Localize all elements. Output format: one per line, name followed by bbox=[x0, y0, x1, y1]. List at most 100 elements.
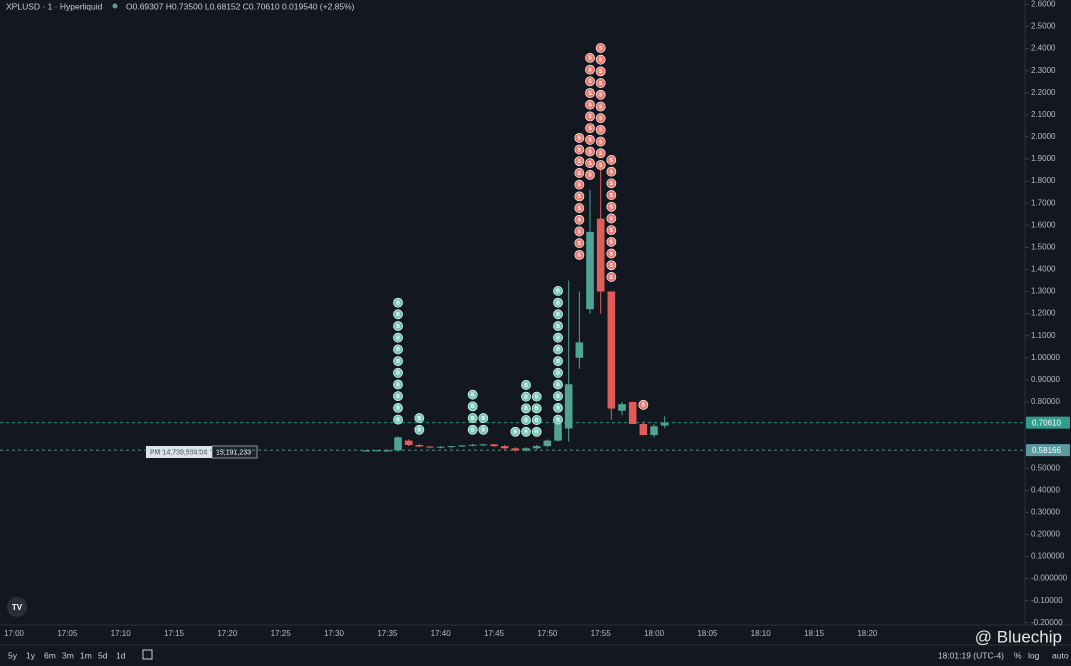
trade-marker bbox=[553, 414, 563, 425]
trade-marker bbox=[521, 403, 531, 414]
trade-marker-side: B bbox=[556, 347, 560, 353]
candle-body bbox=[372, 450, 381, 452]
trade-marker-side: B bbox=[396, 336, 400, 342]
trade-marker bbox=[393, 379, 403, 390]
candle-body bbox=[607, 291, 616, 409]
trade-marker-side: B bbox=[524, 394, 528, 400]
trade-marker bbox=[585, 99, 595, 110]
trade-marker-side: S bbox=[578, 218, 582, 224]
candle-body bbox=[383, 450, 392, 452]
trade-marker-side: B bbox=[535, 394, 539, 400]
trade-marker-side: S bbox=[610, 216, 614, 222]
trade-marker bbox=[606, 236, 617, 247]
trade-marker-side: S bbox=[588, 114, 592, 120]
trade-marker bbox=[606, 272, 617, 282]
symbol: XPLUSD · 1 · Hyperliquid bbox=[6, 1, 103, 11]
candle-body bbox=[628, 401, 637, 425]
trade-marker-side: B bbox=[396, 371, 400, 377]
range-button[interactable]: 6m bbox=[44, 650, 56, 660]
trade-marker-side: S bbox=[599, 46, 603, 52]
trade-marker-side: B bbox=[556, 300, 560, 306]
trade-marker-side: S bbox=[610, 158, 614, 164]
trade-marker bbox=[531, 415, 542, 425]
trade-marker bbox=[595, 43, 606, 53]
trade-marker-side: B bbox=[556, 359, 560, 365]
trade-marker-side: B bbox=[524, 430, 528, 436]
trade-marker-side: B bbox=[556, 336, 560, 342]
trade-marker bbox=[553, 356, 563, 367]
trade-marker bbox=[606, 260, 617, 271]
trade-marker bbox=[553, 286, 563, 296]
trade-marker bbox=[638, 399, 649, 410]
trade-marker-side: B bbox=[396, 347, 400, 353]
y-tick-label: 2.3000 bbox=[1031, 66, 1056, 75]
trade-marker-side: S bbox=[599, 81, 603, 87]
trade-marker-side: B bbox=[471, 428, 475, 434]
trade-marker bbox=[574, 156, 585, 167]
trade-marker-side: S bbox=[588, 149, 592, 155]
candle-body bbox=[447, 446, 456, 448]
y-tick-label: 0.40000 bbox=[1031, 485, 1060, 494]
x-tick-label: 17:00 bbox=[4, 629, 25, 638]
trade-marker bbox=[393, 344, 403, 355]
candle-body bbox=[543, 440, 552, 447]
y-tick-label: 0.100000 bbox=[1031, 552, 1065, 561]
trade-marker bbox=[553, 379, 563, 390]
range-button[interactable]: 1y bbox=[26, 650, 36, 660]
trade-marker-side: S bbox=[578, 159, 582, 165]
trade-marker-side: B bbox=[396, 300, 400, 306]
svg-text:TV: TV bbox=[12, 603, 23, 612]
trade-marker bbox=[393, 414, 403, 425]
trade-marker bbox=[553, 309, 563, 320]
range-button[interactable]: 1m bbox=[80, 650, 92, 660]
trade-marker bbox=[606, 213, 617, 224]
y-tick-label: 0.50000 bbox=[1031, 463, 1060, 472]
trade-marker-side: S bbox=[578, 253, 582, 259]
scale-option[interactable]: log bbox=[1028, 650, 1040, 660]
range-button[interactable]: 5y bbox=[8, 650, 18, 660]
trade-marker-side: S bbox=[610, 251, 614, 257]
scale-option[interactable]: % bbox=[1014, 650, 1022, 660]
trade-marker-side: B bbox=[396, 359, 400, 365]
trade-marker-side: B bbox=[514, 430, 518, 436]
trade-marker-side: S bbox=[599, 58, 603, 64]
price-label-box bbox=[1026, 416, 1070, 429]
trade-marker bbox=[393, 332, 403, 343]
candle-body bbox=[639, 424, 648, 436]
calendar-icon[interactable] bbox=[142, 649, 153, 660]
trade-marker bbox=[414, 413, 425, 423]
candle-body bbox=[415, 445, 424, 447]
trade-marker bbox=[595, 66, 606, 77]
trade-marker-side: S bbox=[599, 69, 603, 75]
trade-marker-side: B bbox=[524, 383, 528, 389]
candle-body bbox=[532, 446, 541, 449]
x-tick-label: 17:30 bbox=[324, 629, 345, 638]
order-label-right: 15,191,233 bbox=[216, 449, 251, 456]
y-tick-label: 1.00000 bbox=[1031, 353, 1060, 362]
trade-marker-side: B bbox=[482, 416, 486, 422]
trade-marker-side: B bbox=[396, 394, 400, 400]
candle-body bbox=[362, 450, 370, 452]
trade-marker-side: S bbox=[588, 161, 592, 167]
trade-marker bbox=[531, 403, 542, 414]
range-button[interactable]: 3m bbox=[62, 650, 74, 660]
trade-marker bbox=[606, 225, 617, 236]
range-button[interactable]: 5d bbox=[98, 650, 108, 660]
candle-body bbox=[458, 445, 466, 447]
trade-marker bbox=[393, 321, 403, 331]
trade-marker bbox=[585, 134, 595, 145]
trade-marker bbox=[595, 113, 606, 124]
scale-option[interactable]: auto bbox=[1052, 650, 1069, 660]
trade-marker bbox=[510, 426, 521, 437]
trade-marker-side: B bbox=[524, 418, 528, 424]
trade-marker bbox=[606, 201, 617, 212]
trade-marker-side: S bbox=[578, 171, 582, 177]
trade-marker-side: S bbox=[610, 263, 614, 269]
x-tick-label: 17:50 bbox=[537, 629, 558, 638]
trade-marker bbox=[595, 160, 606, 170]
range-button[interactable]: 1d bbox=[116, 650, 126, 660]
trade-marker bbox=[521, 380, 531, 390]
trade-marker bbox=[585, 53, 595, 63]
